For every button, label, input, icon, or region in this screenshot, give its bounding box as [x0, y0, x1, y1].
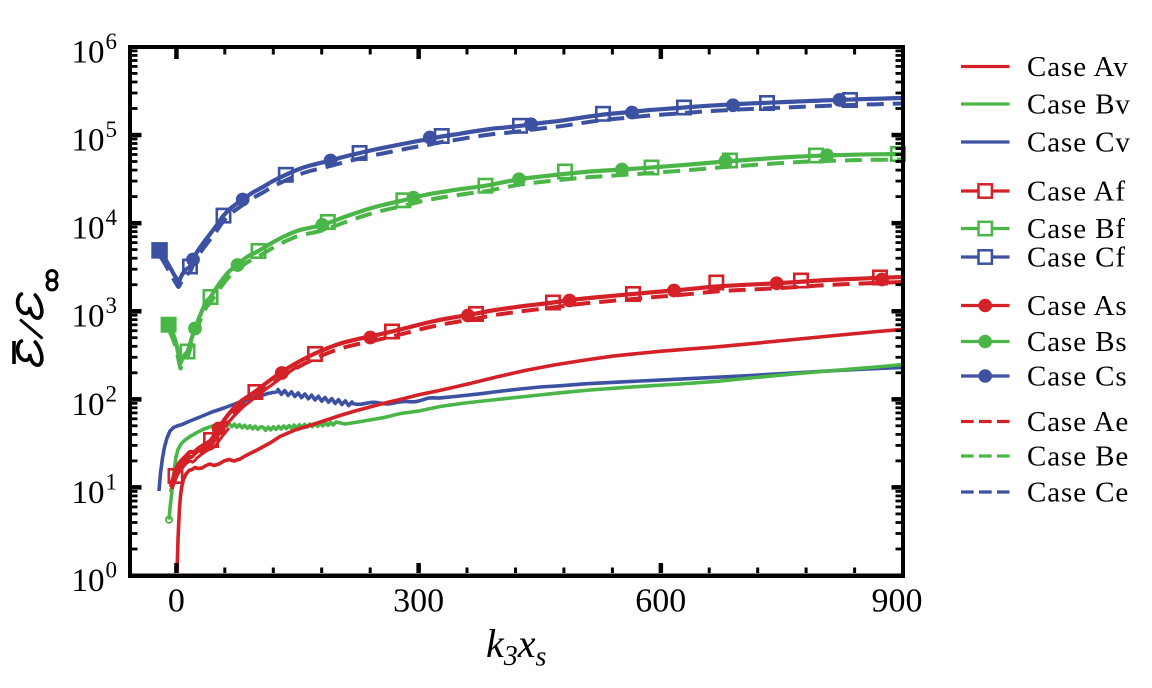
- svg-text:Case Bf: Case Bf: [1027, 213, 1126, 245]
- svg-text:Case Cs: Case Cs: [1027, 361, 1128, 393]
- svg-text:6: 6: [106, 29, 118, 54]
- svg-text:Case Cf: Case Cf: [1027, 242, 1126, 274]
- svg-text:10: 10: [72, 299, 105, 335]
- svg-text:3: 3: [106, 293, 118, 318]
- svg-text:10: 10: [72, 475, 105, 511]
- svg-text:900: 900: [872, 583, 923, 620]
- svg-text:10: 10: [72, 211, 105, 247]
- svg-text:600: 600: [635, 583, 686, 620]
- svg-text:10: 10: [72, 34, 105, 70]
- svg-text:Case Be: Case Be: [1027, 441, 1129, 473]
- svg-text:300: 300: [393, 583, 444, 620]
- svg-text:5: 5: [106, 117, 118, 142]
- svg-text:10: 10: [72, 563, 105, 599]
- svg-text:10: 10: [72, 123, 105, 159]
- svg-text:Case Cv: Case Cv: [1027, 127, 1131, 159]
- svg-text:0: 0: [106, 558, 118, 583]
- svg-text:10: 10: [72, 387, 105, 423]
- svg-text:Case Bv: Case Bv: [1027, 89, 1131, 121]
- svg-text:2: 2: [106, 381, 118, 406]
- svg-text:1: 1: [106, 469, 118, 494]
- svg-text:Case Bs: Case Bs: [1027, 326, 1128, 358]
- svg-text:Case Ae: Case Ae: [1027, 406, 1129, 438]
- svg-text:Case Ce: Case Ce: [1027, 477, 1129, 509]
- svg-text:4: 4: [106, 205, 118, 230]
- svg-text:Case Av: Case Av: [1027, 51, 1129, 83]
- svg-text:Case As: Case As: [1027, 290, 1128, 322]
- svg-text:Case Af: Case Af: [1027, 176, 1126, 208]
- svg-text:0: 0: [168, 583, 185, 620]
